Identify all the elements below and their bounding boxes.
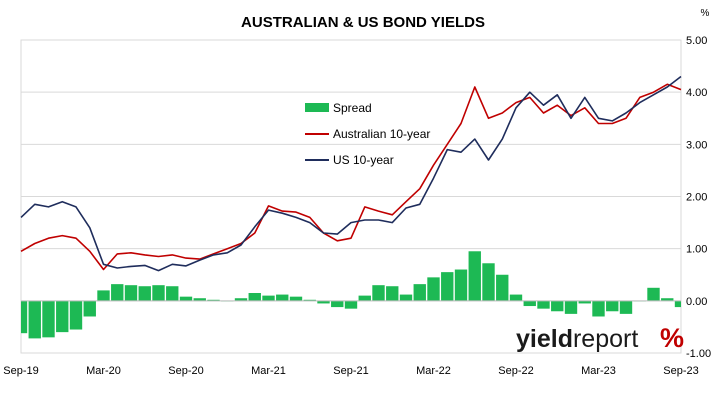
spread-bar — [248, 293, 261, 301]
spread-bar — [262, 295, 275, 301]
y-tick-label: 2.00 — [686, 192, 707, 204]
y-tick-label: 3.00 — [686, 139, 707, 151]
x-tick-label: Sep-23 — [663, 365, 698, 377]
spread-bar — [551, 300, 564, 312]
spread-bar — [372, 285, 385, 301]
spread-bar — [386, 286, 399, 301]
spread-bars — [21, 251, 681, 339]
spread-bar — [69, 300, 83, 330]
australian-10-year-line — [20, 83, 682, 271]
spread-bar — [468, 251, 481, 301]
legend-label-australian: Australian 10-year — [333, 127, 430, 141]
spread-bar — [207, 299, 220, 301]
spread-bar — [179, 296, 193, 301]
spread-bar — [537, 300, 550, 309]
legend-swatch-spread — [305, 103, 329, 112]
spread-bar — [276, 294, 289, 301]
x-tick-label: Mar-23 — [581, 365, 616, 377]
chart-title: AUSTRALIAN & US BOND YIELDS — [241, 14, 485, 31]
spread-bar — [331, 300, 344, 308]
spread-bar — [234, 298, 248, 301]
spread-bar — [83, 300, 96, 317]
y-axis-tick-labels: 5.00 4.00 3.00 2.00 1.00 0.00 -1.00 — [686, 35, 711, 360]
spread-bar — [606, 300, 619, 312]
spread-bar — [28, 300, 41, 339]
y-tick-label: 1.00 — [686, 244, 707, 256]
gridlines — [21, 91, 681, 302]
x-tick-label: Sep-20 — [168, 365, 203, 377]
x-tick-label: Mar-20 — [86, 365, 121, 377]
spread-bar — [166, 286, 179, 301]
spread-bar — [578, 300, 591, 304]
unit-label: % — [701, 8, 710, 19]
spread-bar — [303, 299, 316, 301]
spread-bar — [152, 285, 165, 301]
x-tick-label: Mar-21 — [251, 365, 286, 377]
spread-bar — [427, 277, 440, 301]
legend-label-us: US 10-year — [333, 153, 394, 167]
spread-bar — [289, 296, 303, 301]
logo-percent-icon: % — [660, 323, 684, 353]
spread-bar — [454, 269, 468, 301]
spread-bar — [193, 298, 206, 301]
spread-bar — [358, 295, 371, 301]
svg-text:yieldreport: yieldreport — [516, 325, 638, 353]
spread-bar — [413, 284, 426, 301]
x-axis-tick-labels: Sep-19 Mar-20 Sep-20 Mar-21 Sep-21 Mar-22 Sep-… — [3, 365, 698, 377]
spread-bar — [564, 300, 578, 314]
yieldreport-logo: yieldreport % — [516, 323, 684, 353]
spread-bar — [344, 300, 358, 309]
spread-bar — [97, 290, 110, 301]
us-10-year-line — [20, 75, 682, 272]
spread-bar — [42, 300, 55, 338]
spread-bar — [619, 300, 633, 314]
spread-bar — [496, 274, 509, 301]
spread-bar — [111, 284, 124, 301]
legend-label-spread: Spread — [333, 101, 372, 115]
y-tick-label: 5.00 — [686, 35, 707, 47]
spread-bar — [661, 298, 674, 301]
spread-bar — [441, 272, 454, 301]
x-tick-label: Sep-22 — [498, 365, 533, 377]
y-tick-label: 4.00 — [686, 87, 707, 99]
spread-bar — [138, 286, 151, 301]
spread-bar — [399, 294, 413, 301]
legend: Spread Australian 10-year US 10-year — [305, 101, 430, 167]
y-tick-label: 0.00 — [686, 296, 707, 308]
spread-bar — [482, 263, 495, 301]
logo-text-bold: yield — [516, 325, 573, 353]
spread-bar — [523, 300, 536, 307]
yield-lines — [20, 75, 682, 272]
spread-bar — [21, 300, 28, 334]
x-tick-label: Sep-19 — [3, 365, 38, 377]
spread-bar — [592, 300, 605, 317]
spread-bar — [674, 300, 681, 308]
spread-bar — [509, 294, 523, 301]
x-tick-label: Sep-21 — [333, 365, 368, 377]
y-tick-label: -1.00 — [686, 348, 711, 360]
logo-text-regular: report — [573, 325, 638, 353]
x-tick-label: Mar-22 — [416, 365, 451, 377]
spread-bar — [647, 287, 660, 301]
spread-bar — [317, 300, 330, 304]
spread-bar — [124, 285, 138, 301]
spread-bar — [56, 300, 69, 333]
